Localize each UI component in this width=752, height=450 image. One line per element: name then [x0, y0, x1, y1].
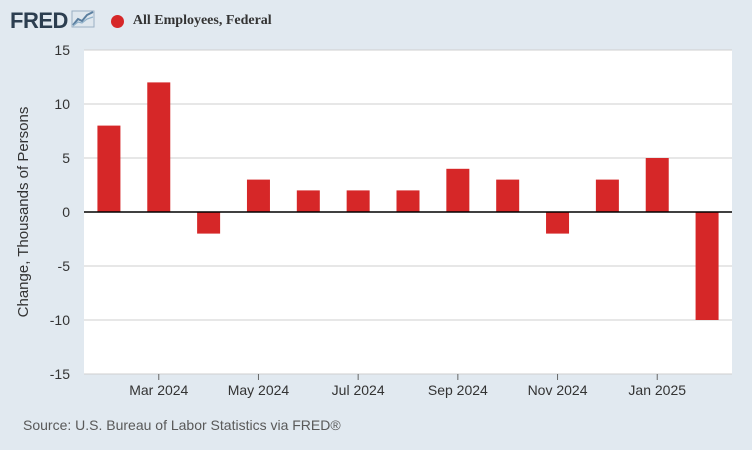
bar[interactable] — [396, 190, 420, 212]
y-tick-label: -15 — [50, 366, 70, 382]
x-tick-label: Sep 2024 — [428, 382, 488, 398]
y-tick-label: -5 — [58, 258, 71, 274]
bar[interactable] — [197, 212, 221, 234]
y-axis-ticks: 15 10 5 0 -5 -10 -15 — [50, 42, 70, 382]
x-tick-label: Nov 2024 — [528, 382, 588, 398]
y-tick-label: 0 — [62, 204, 70, 220]
bar[interactable] — [296, 190, 320, 212]
y-tick-label: 15 — [54, 42, 70, 58]
source-note: Source: U.S. Bureau of Labor Statistics … — [23, 417, 341, 433]
bar[interactable] — [97, 125, 121, 212]
y-axis-label: Change, Thousands of Persons — [15, 107, 32, 318]
x-tick-label: Mar 2024 — [129, 382, 188, 398]
y-tick-label: 5 — [62, 150, 70, 166]
y-tick-label: -10 — [50, 312, 70, 328]
bar[interactable] — [446, 168, 470, 212]
legend[interactable]: All Employees, Federal — [110, 13, 272, 29]
bar[interactable] — [346, 190, 370, 212]
bar[interactable] — [645, 158, 669, 212]
x-tick-label: Jul 2024 — [332, 382, 385, 398]
chart-header: FRED All Employees, Federal — [10, 8, 272, 34]
bar[interactable] — [496, 179, 520, 212]
bar[interactable] — [147, 82, 171, 213]
bar[interactable] — [595, 179, 619, 212]
x-tick-label: Jan 2025 — [628, 382, 686, 398]
bar[interactable] — [246, 179, 270, 212]
legend-label: All Employees, Federal — [132, 13, 272, 28]
legend-marker — [110, 14, 124, 28]
fred-logo[interactable]: FRED — [10, 8, 68, 33]
bars — [97, 82, 719, 320]
line-chart-icon — [71, 9, 95, 34]
y-tick-label: 10 — [54, 96, 70, 112]
x-tick-label: May 2024 — [228, 382, 290, 398]
gridlines — [84, 49, 732, 375]
bar[interactable] — [695, 212, 719, 320]
bar[interactable] — [546, 212, 570, 234]
x-axis-ticks: Mar 2024 May 2024 Jul 2024 Sep 2024 Nov 2024… — [129, 374, 686, 398]
